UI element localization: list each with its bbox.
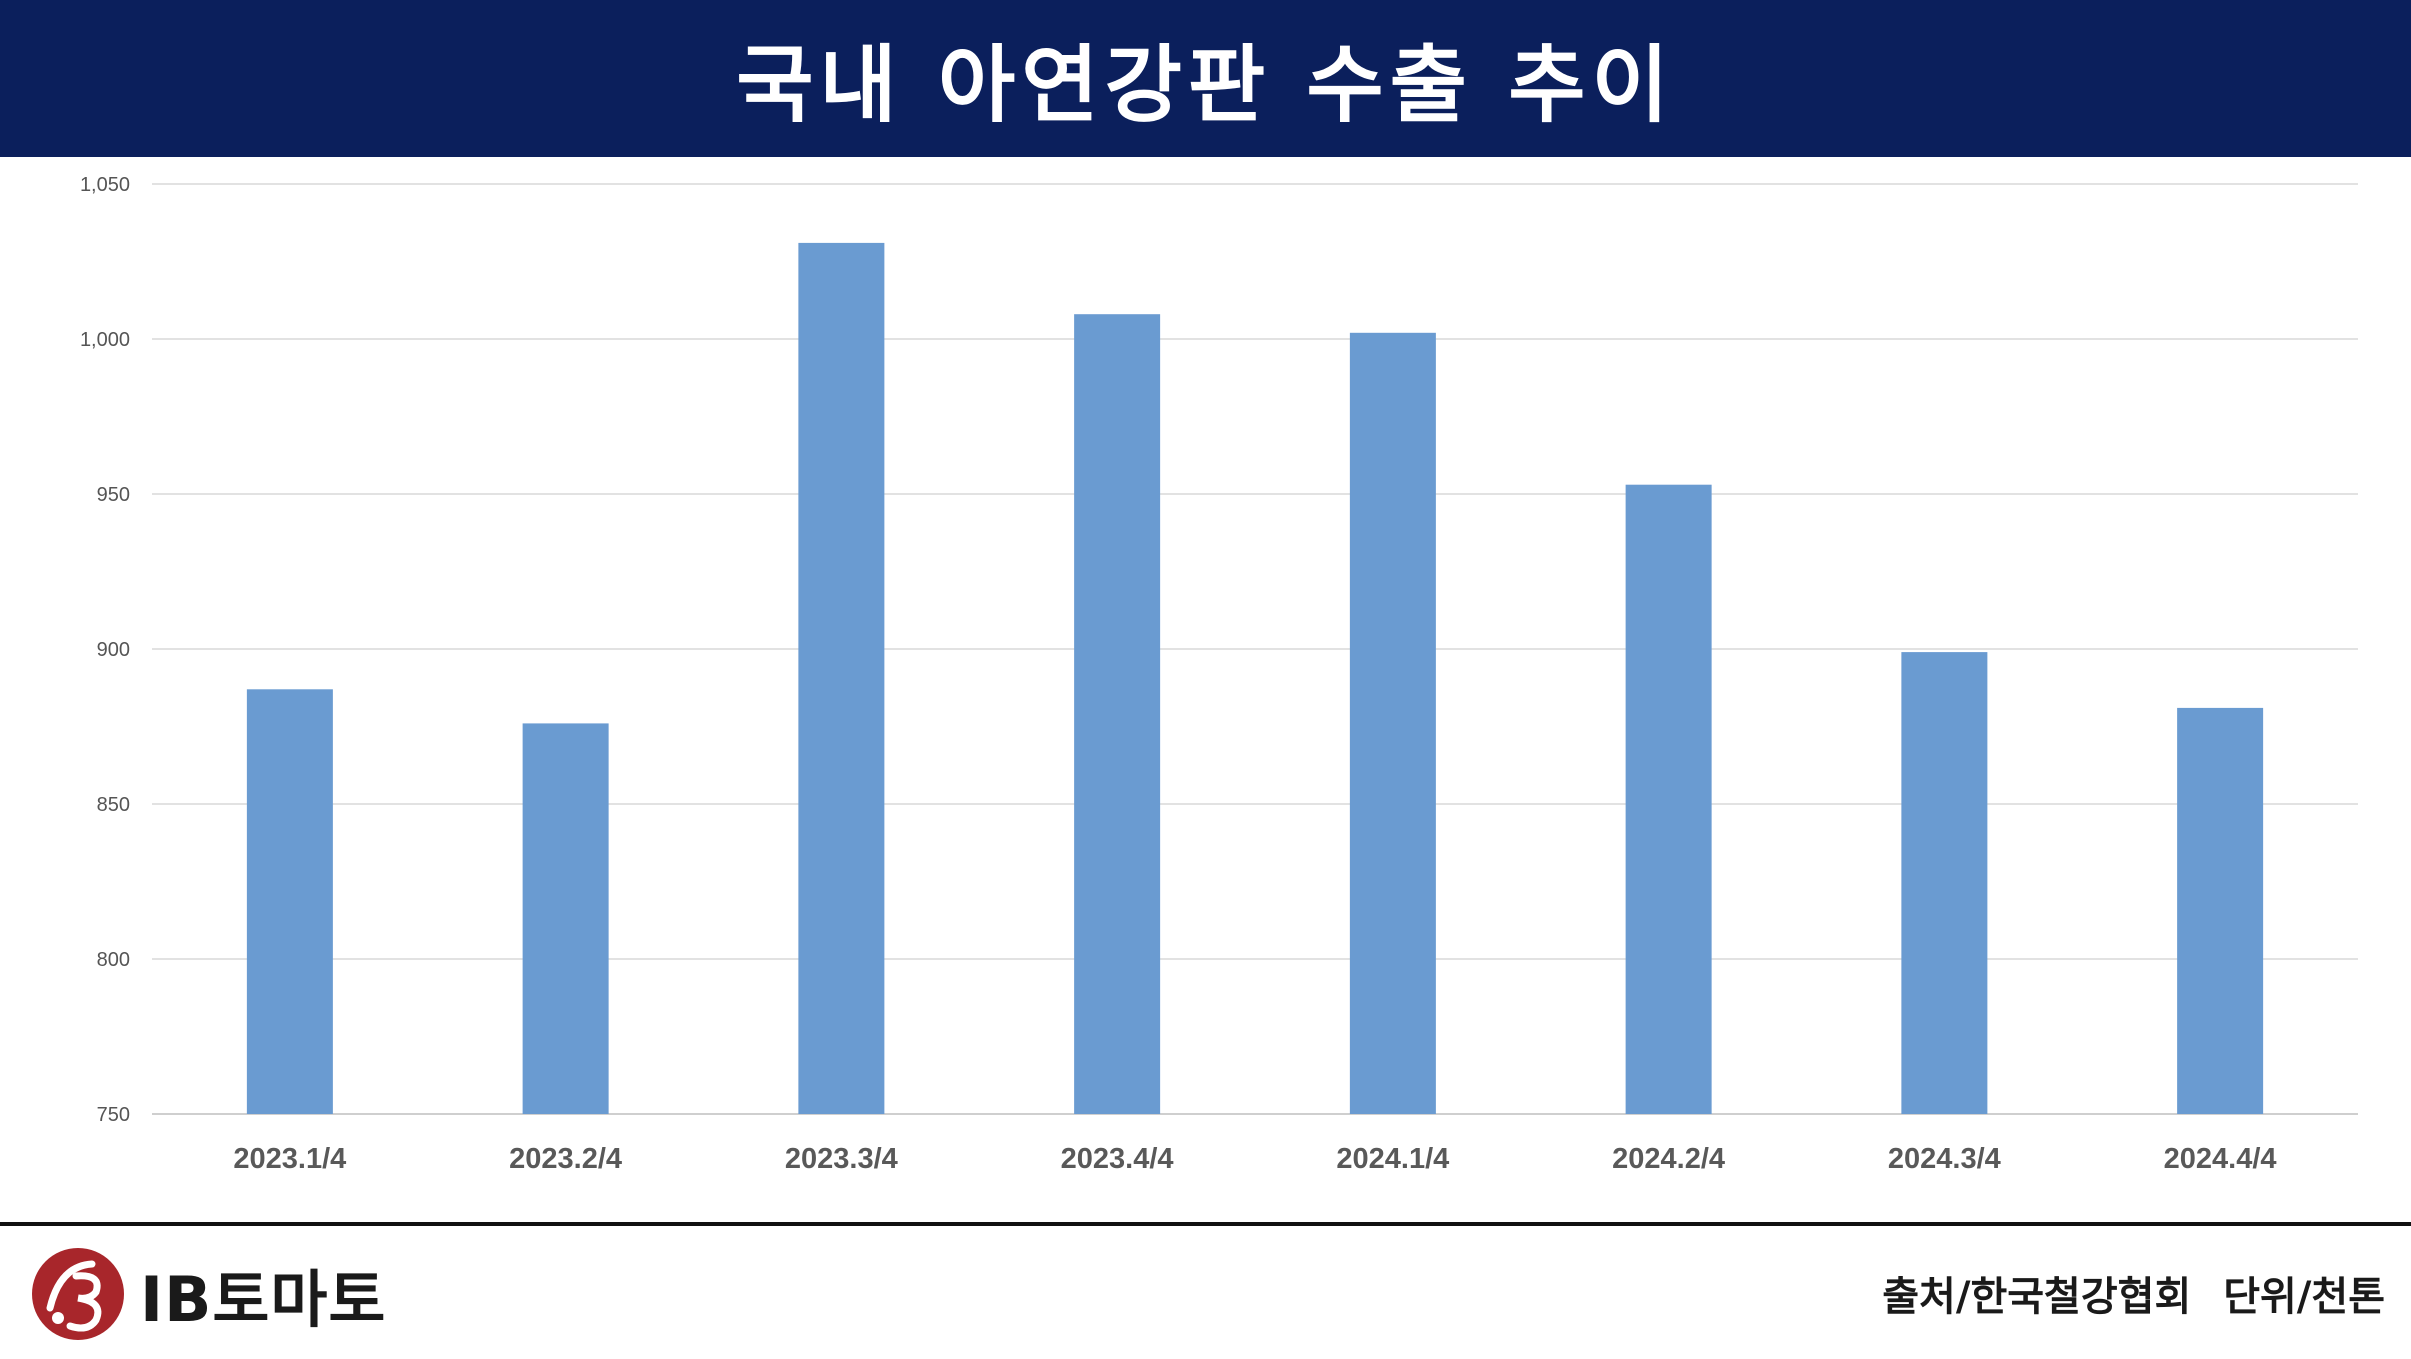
bar-2024.2/4 [1625, 484, 1712, 1114]
y-tick-label: 800 [97, 949, 130, 971]
x-tick-label: 2024.1/4 [1336, 1143, 1449, 1175]
title-bar: 국내 아연강판 수출 추이 [0, 0, 2411, 157]
bar-2024.3/4 [1901, 652, 1988, 1114]
y-axis-ticks: 750 800 850 900 950 1,000 1,050 [80, 174, 130, 1126]
source-note: 출처/한국철강협회 단위/천톤 [1882, 1264, 2385, 1322]
bar-2024.4/4 [2177, 707, 2264, 1114]
logo-emblem-icon [32, 1248, 124, 1340]
bars [246, 242, 2264, 1114]
bar-chart: 750 800 850 900 950 1,000 1,050 2023.1/4 2023.2… [80, 174, 2358, 1175]
source-label: 출처/한국철강협회 [1882, 1274, 2192, 1320]
chart-area: 750 800 850 900 950 1,000 1,050 2023.1/4 2023.2… [0, 157, 2411, 1222]
footer-divider [0, 1222, 2411, 1226]
chart-title: 국내 아연강판 수출 추이 [736, 36, 1675, 134]
bar-2023.1/4 [246, 689, 333, 1114]
y-tick-label: 850 [97, 794, 130, 816]
x-tick-label: 2023.4/4 [1061, 1143, 1174, 1175]
y-tick-label: 950 [97, 484, 130, 506]
y-tick-label: 750 [97, 1104, 130, 1126]
bar-2023.2/4 [522, 723, 609, 1114]
x-tick-label: 2023.3/4 [785, 1143, 898, 1175]
ib-tomato-logo[interactable]: IB토마토 [30, 1244, 386, 1344]
logo-wordmark: IB토마토 [140, 1263, 387, 1336]
bar-2024.1/4 [1349, 332, 1436, 1114]
bar-2023.3/4 [798, 242, 885, 1114]
bar-2023.4/4 [1074, 314, 1161, 1114]
x-tick-label: 2023.2/4 [509, 1143, 622, 1175]
gridlines [152, 183, 2358, 1115]
y-tick-label: 1,000 [80, 329, 130, 351]
unit-label: 단위/천톤 [2223, 1274, 2385, 1320]
x-tick-label: 2023.1/4 [233, 1143, 346, 1175]
y-tick-label: 900 [97, 639, 130, 661]
x-tick-label: 2024.2/4 [1612, 1143, 1725, 1175]
x-tick-label: 2024.3/4 [1888, 1143, 2001, 1175]
y-tick-label: 1,050 [80, 174, 130, 196]
x-tick-label: 2024.4/4 [2164, 1143, 2277, 1175]
x-axis-ticks: 2023.1/4 2023.2/4 2023.3/4 2023.4/4 2024.1/4… [233, 1143, 2276, 1175]
footer: IB토마토 출처/한국철강협회 단위/천톤 [0, 1226, 2411, 1359]
